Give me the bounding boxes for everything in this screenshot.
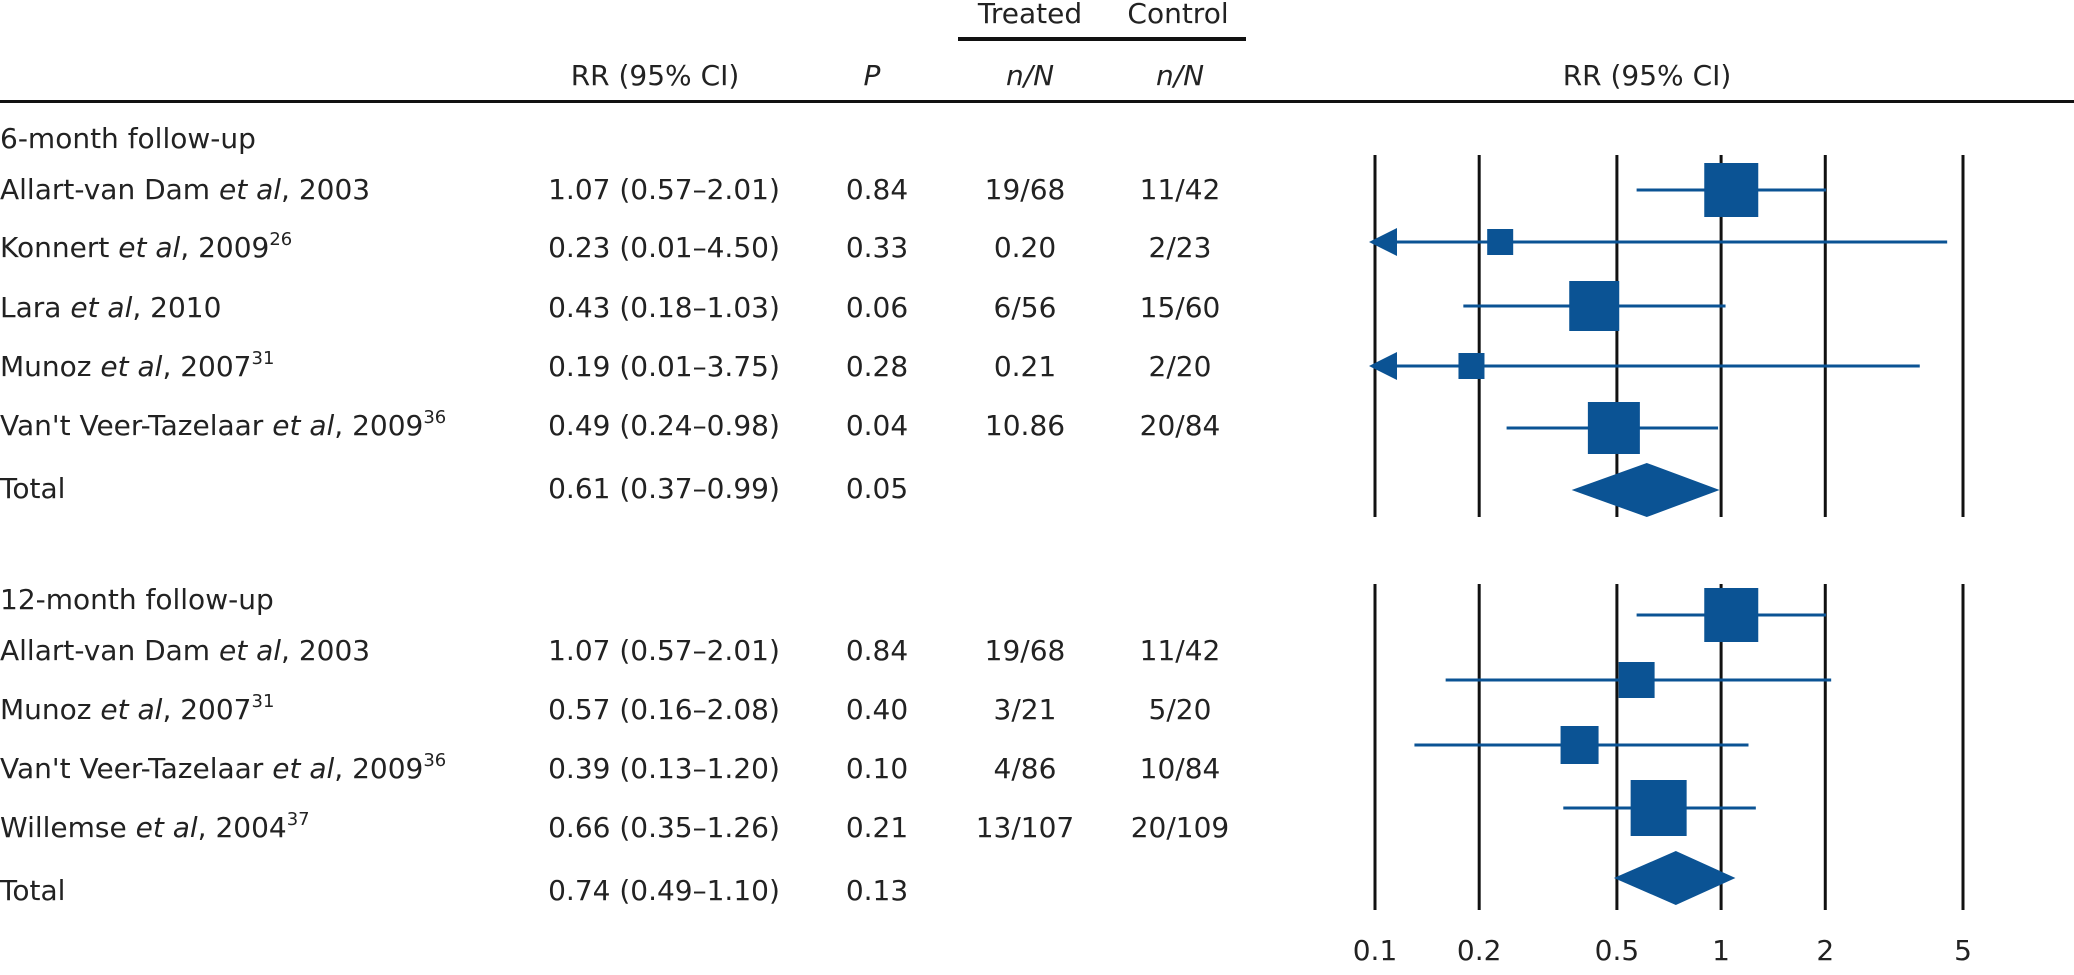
study-rr-ci: 0.23 (0.01–4.50) (548, 231, 780, 264)
study-treated: 19/68 (984, 634, 1066, 667)
control-nn-header: n/N (1155, 59, 1205, 92)
study-label: Van't Veer-Tazelaar et al, 200936 (0, 406, 447, 442)
study-label: Allart-van Dam et al, 2003 (0, 173, 371, 206)
study-rr-ci: 0.39 (0.13–1.20) (548, 752, 780, 785)
study-p-value: 0.04 (845, 409, 909, 442)
study-control: 15/60 (1139, 291, 1221, 324)
ci-arrow (1369, 228, 1397, 256)
study-control: 2/20 (1148, 350, 1212, 383)
study-label: Lara et al, 2010 (0, 291, 222, 324)
study-label: Allart-van Dam et al, 2003 (0, 634, 371, 667)
study-p-value: 0.40 (845, 693, 909, 726)
header-rule (0, 100, 2074, 103)
x-tick-label: 0.2 (1457, 934, 1502, 967)
plot-rr-ci-header: RR (95% CI) (1562, 59, 1732, 92)
study-control: 11/42 (1139, 173, 1221, 206)
total-label: Total (0, 472, 66, 505)
study-control: 5/20 (1148, 693, 1212, 726)
study-control: 2/23 (1148, 231, 1212, 264)
study-treated: 10.86 (984, 409, 1066, 442)
study-control: 20/84 (1139, 409, 1221, 442)
treated-group-header: Treated (977, 0, 1083, 30)
study-treated: 0.21 (993, 350, 1057, 383)
study-p-value: 0.28 (845, 350, 909, 383)
study-treated: 0.20 (993, 231, 1057, 264)
study-rr-ci: 0.57 (0.16–2.08) (548, 693, 780, 726)
effect-marker (1487, 229, 1514, 255)
x-tick-label: 2 (1816, 934, 1834, 967)
study-label: Van't Veer-Tazelaar et al, 200936 (0, 749, 447, 785)
effect-marker (1587, 402, 1640, 454)
total-label: Total (0, 874, 66, 907)
treated-nn-header: n/N (1005, 59, 1055, 92)
study-p-value: 0.10 (845, 752, 909, 785)
study-treated: 19/68 (984, 173, 1066, 206)
total-rr-ci: 0.74 (0.49–1.10) (548, 874, 780, 907)
study-label: Konnert et al, 200926 (0, 228, 293, 264)
study-rr-ci: 0.66 (0.35–1.26) (548, 811, 780, 844)
study-p-value: 0.33 (845, 231, 909, 264)
effect-marker (1560, 726, 1599, 764)
pooled-diamond (1613, 851, 1736, 905)
effect-marker (1569, 281, 1620, 331)
study-rr-ci: 0.19 (0.01–3.75) (548, 350, 780, 383)
ci-arrow (1369, 352, 1397, 380)
x-tick-label: 5 (1954, 934, 1972, 967)
total-p-value: 0.05 (845, 472, 909, 505)
study-label: Munoz et al, 200731 (0, 347, 275, 383)
study-treated: 4/86 (993, 752, 1057, 785)
study-treated: 3/21 (993, 693, 1057, 726)
effect-marker (1704, 588, 1759, 642)
study-rr-ci: 1.07 (0.57–2.01) (548, 634, 780, 667)
effect-marker (1704, 163, 1759, 217)
study-rr-ci: 0.49 (0.24–0.98) (548, 409, 780, 442)
study-label: Willemse et al, 200437 (0, 808, 310, 844)
study-control: 10/84 (1139, 752, 1221, 785)
study-p-value: 0.21 (845, 811, 909, 844)
effect-marker (1618, 662, 1655, 698)
study-treated: 13/107 (975, 811, 1075, 844)
control-group-header: Control (1127, 0, 1229, 30)
study-label: Munoz et al, 200731 (0, 690, 275, 726)
pooled-diamond (1571, 463, 1720, 517)
total-p-value: 0.13 (845, 874, 909, 907)
study-p-value: 0.84 (845, 173, 909, 206)
rr-ci-column-header: RR (95% CI) (570, 59, 740, 92)
effect-marker (1630, 780, 1687, 836)
total-rr-ci: 0.61 (0.37–0.99) (548, 472, 780, 505)
section-title-12-month: 12-month follow-up (0, 583, 274, 616)
study-rr-ci: 1.07 (0.57–2.01) (548, 173, 780, 206)
p-column-header: P (863, 59, 881, 92)
study-p-value: 0.84 (845, 634, 909, 667)
effect-marker (1458, 353, 1485, 379)
study-control: 20/109 (1130, 811, 1230, 844)
x-tick-label: 0.5 (1595, 934, 1640, 967)
study-p-value: 0.06 (845, 291, 909, 324)
study-control: 11/42 (1139, 634, 1221, 667)
x-tick-label: 0.1 (1353, 934, 1398, 967)
x-tick-label: 1 (1712, 934, 1730, 967)
group-header-rule (958, 37, 1246, 41)
study-treated: 6/56 (993, 291, 1057, 324)
section-title-6-month: 6-month follow-up (0, 122, 256, 155)
study-rr-ci: 0.43 (0.18–1.03) (548, 291, 780, 324)
